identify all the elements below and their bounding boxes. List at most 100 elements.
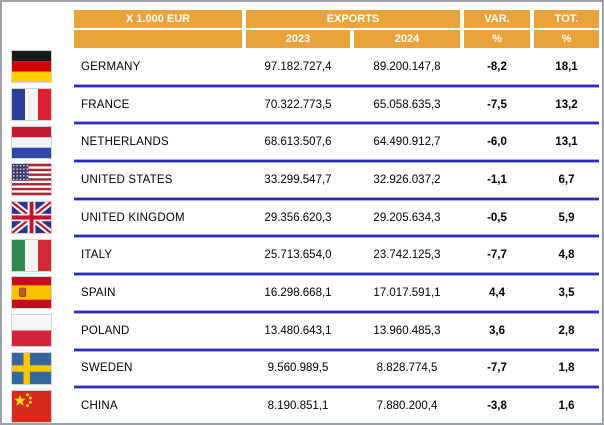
exports-2023-value: 29.356.620,3 [264,211,332,224]
exports-2023-value: 97.182.727,4 [264,60,332,73]
tot-pct-value: 13,2 [555,98,578,111]
exports-2024-value: 7.880.200,4 [376,400,438,413]
flag-cell [2,88,74,122]
var-pct-value: 3,6 [489,324,505,337]
exports-2023-value: 25.713.654,0 [264,249,332,262]
country-label: GERMANY [81,60,141,73]
table-body: GERMANY 97.182.727,4 89.200.147,8 -8,2 1… [2,50,602,423]
row-separator [74,309,599,314]
tot-pct-value: 2,8 [558,324,575,337]
country-label: ITALY [81,249,113,262]
exports-2024-value: 17.017.591,1 [373,286,441,299]
row-separator [74,196,599,201]
table-row: SWEDEN 9.560.989,5 8.828.774,5 -7,7 1,8 [2,351,602,386]
exports-2024-value: 64.490.912,7 [373,136,441,149]
table-row: UNITED STATES 33.299.547,7 32.926.037,2 … [2,163,602,197]
year-2024-header-cell: 2024 [354,30,460,48]
germany-flag-icon [11,50,52,84]
flag-cell [2,125,74,159]
flag-cell [2,351,74,385]
exports-2023-value: 8.190.851,1 [267,400,329,413]
poland-flag-icon [11,314,52,348]
exports-2024-value: 89.200.147,8 [373,60,441,73]
var-pct-value: 4,4 [489,286,505,299]
var-pct-value: -6,0 [487,136,507,149]
italy-flag-icon [11,238,52,272]
table-header: X 1.000 EUR EXPORTS VAR. TOT. 2023 2024 … [74,10,599,48]
table-row: FRANCE 70.322.773,5 65.058.635,3 -7,5 13… [2,88,602,122]
unit-header-cell: X 1.000 EUR [74,10,242,28]
united-kingdom-flag-icon [11,201,52,235]
var-pct-value: -0,5 [487,211,507,224]
row-separator [74,121,599,126]
row-separator [74,234,599,239]
flag-cell [2,163,74,197]
var-header-cell: VAR. [464,10,530,28]
tot-pct-value: 1,8 [558,362,575,375]
country-label: CHINA [81,400,118,413]
country-label: POLAND [81,324,130,337]
flag-cell [2,389,74,423]
exports-2024-value: 32.926.037,2 [373,173,441,186]
exports-2023-value: 68.613.507,6 [264,136,332,149]
netherlands-flag-icon [11,125,52,159]
table-row: NETHERLANDS 68.613.507,6 64.490.912,7 -6… [2,125,602,159]
tot-pct-value: 1,6 [558,400,575,413]
var-pct-value: -1,1 [487,173,507,186]
tot-percent-header-cell: % [534,30,599,48]
country-label: UNITED KINGDOM [81,211,185,224]
flag-cell [2,201,74,235]
tot-pct-value: 13,1 [555,136,578,149]
tot-pct-value: 4,8 [558,249,575,262]
flag-cell [2,50,74,84]
flag-cell [2,276,74,310]
flag-cell [2,314,74,348]
row-separator [74,347,599,352]
exports-2024-value: 65.058.635,3 [373,98,441,111]
flag-cell [2,238,74,272]
country-label: SWEDEN [81,362,133,375]
var-percent-header-cell: % [464,30,530,48]
spain-flag-icon [11,276,52,310]
table-row: GERMANY 97.182.727,4 89.200.147,8 -8,2 1… [2,50,602,84]
exports-2024-value: 23.742.125,3 [373,249,441,262]
exports-2024-value: 8.828.774,5 [376,362,438,375]
exports-2023-value: 9.560.989,5 [267,362,329,375]
tot-pct-value: 18,1 [555,60,578,73]
tot-pct-value: 6,7 [558,173,575,186]
row-separator [74,83,599,88]
table-row: UNITED KINGDOM 29.356.620,3 29.205.634,3… [2,201,602,235]
exports-2023-value: 16.298.668,1 [264,286,332,299]
exports-2023-value: 33.299.547,7 [264,173,332,186]
table-row: SPAIN 16.298.668,1 17.017.591,1 4,4 3,5 [2,276,602,310]
unit-header-cell-blank [74,30,242,48]
country-label: FRANCE [81,98,130,111]
country-label: SPAIN [81,286,116,299]
row-separator [74,272,599,277]
tot-pct-value: 5,9 [558,211,575,224]
var-pct-value: -3,8 [487,400,507,413]
var-pct-value: -7,5 [487,98,507,111]
exports-2024-value: 13.960.485,3 [373,324,441,337]
row-separator [74,385,599,390]
exports-2023-value: 13.480.643,1 [264,324,332,337]
china-flag-icon [11,389,52,423]
table-row: POLAND 13.480.643,1 13.960.485,3 3,6 2,8 [2,314,602,348]
exports-2023-value: 70.322.773,5 [264,98,332,111]
var-pct-value: -8,2 [487,60,507,73]
table-row: ITALY 25.713.654,0 23.742.125,3 -7,7 4,8 [2,238,602,272]
var-pct-value: -7,7 [487,249,507,262]
exports-2024-value: 29.205.634,3 [373,211,441,224]
var-pct-value: -7,7 [487,362,507,375]
country-label: UNITED STATES [81,173,173,186]
united-states-flag-icon [11,163,52,197]
tot-pct-value: 3,5 [558,286,575,299]
exports-header-cell: EXPORTS [246,10,460,28]
france-flag-icon [11,88,52,122]
table-row: CHINA 8.190.851,1 7.880.200,4 -3,8 1,6 [2,389,602,423]
country-label: NETHERLANDS [81,136,169,149]
sweden-flag-icon [11,351,52,385]
year-2023-header-cell: 2023 [246,30,350,48]
tot-header-cell: TOT. [534,10,599,28]
